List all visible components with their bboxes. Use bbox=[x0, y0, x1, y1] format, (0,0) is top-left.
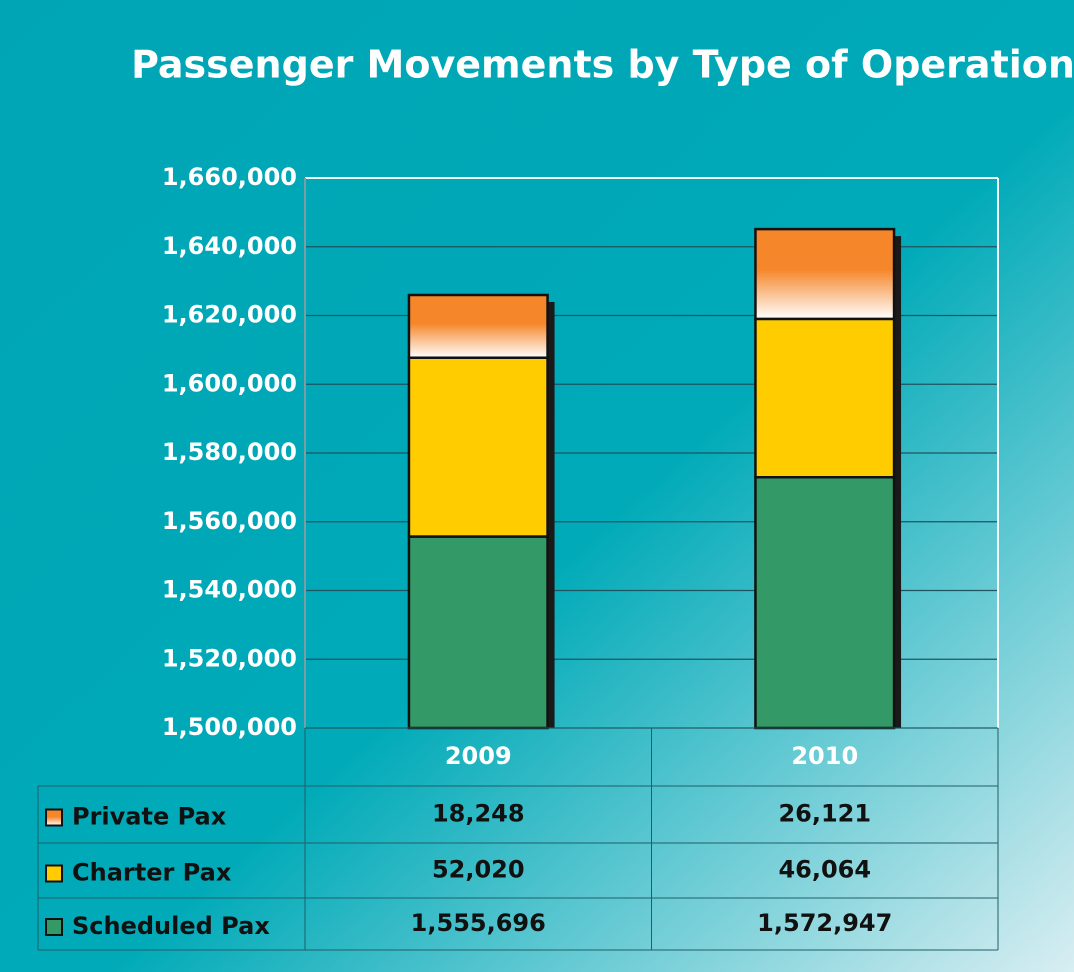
table-value: 26,121 bbox=[778, 800, 871, 828]
y-tick-label: 1,620,000 bbox=[162, 301, 297, 329]
table-value: 1,555,696 bbox=[411, 909, 546, 937]
y-tick-label: 1,540,000 bbox=[162, 576, 297, 604]
y-tick-label: 1,600,000 bbox=[162, 369, 297, 397]
legend-swatch bbox=[45, 918, 63, 936]
legend-label: Private Pax bbox=[72, 803, 227, 831]
y-tick-label: 1,560,000 bbox=[162, 507, 297, 535]
y-tick-label: 1,580,000 bbox=[162, 438, 297, 466]
y-tick-label: 1,640,000 bbox=[162, 232, 297, 260]
table-value: 1,572,947 bbox=[757, 909, 892, 937]
y-tick-label: 1,500,000 bbox=[162, 713, 297, 741]
legend-swatch bbox=[45, 864, 63, 883]
bar-segment bbox=[407, 356, 549, 538]
chart-title: Passenger Movements by Type of Operation bbox=[131, 43, 1074, 87]
x-tick-label: 2010 bbox=[791, 742, 858, 770]
legend-label: Scheduled Pax bbox=[72, 912, 270, 940]
x-tick-label: 2009 bbox=[445, 742, 512, 770]
table-value: 18,248 bbox=[432, 800, 525, 828]
bar-segment bbox=[754, 475, 896, 730]
bar-segment bbox=[407, 535, 549, 730]
bar-segment bbox=[754, 227, 896, 321]
legend-swatch bbox=[45, 808, 63, 827]
y-tick-label: 1,520,000 bbox=[162, 644, 297, 672]
y-tick-label: 1,660,000 bbox=[162, 163, 297, 191]
bar-segment bbox=[407, 293, 549, 359]
table-value: 52,020 bbox=[432, 856, 525, 884]
legend-label: Charter Pax bbox=[72, 859, 232, 887]
table-value: 46,064 bbox=[778, 856, 871, 884]
bar-segment bbox=[754, 317, 896, 479]
